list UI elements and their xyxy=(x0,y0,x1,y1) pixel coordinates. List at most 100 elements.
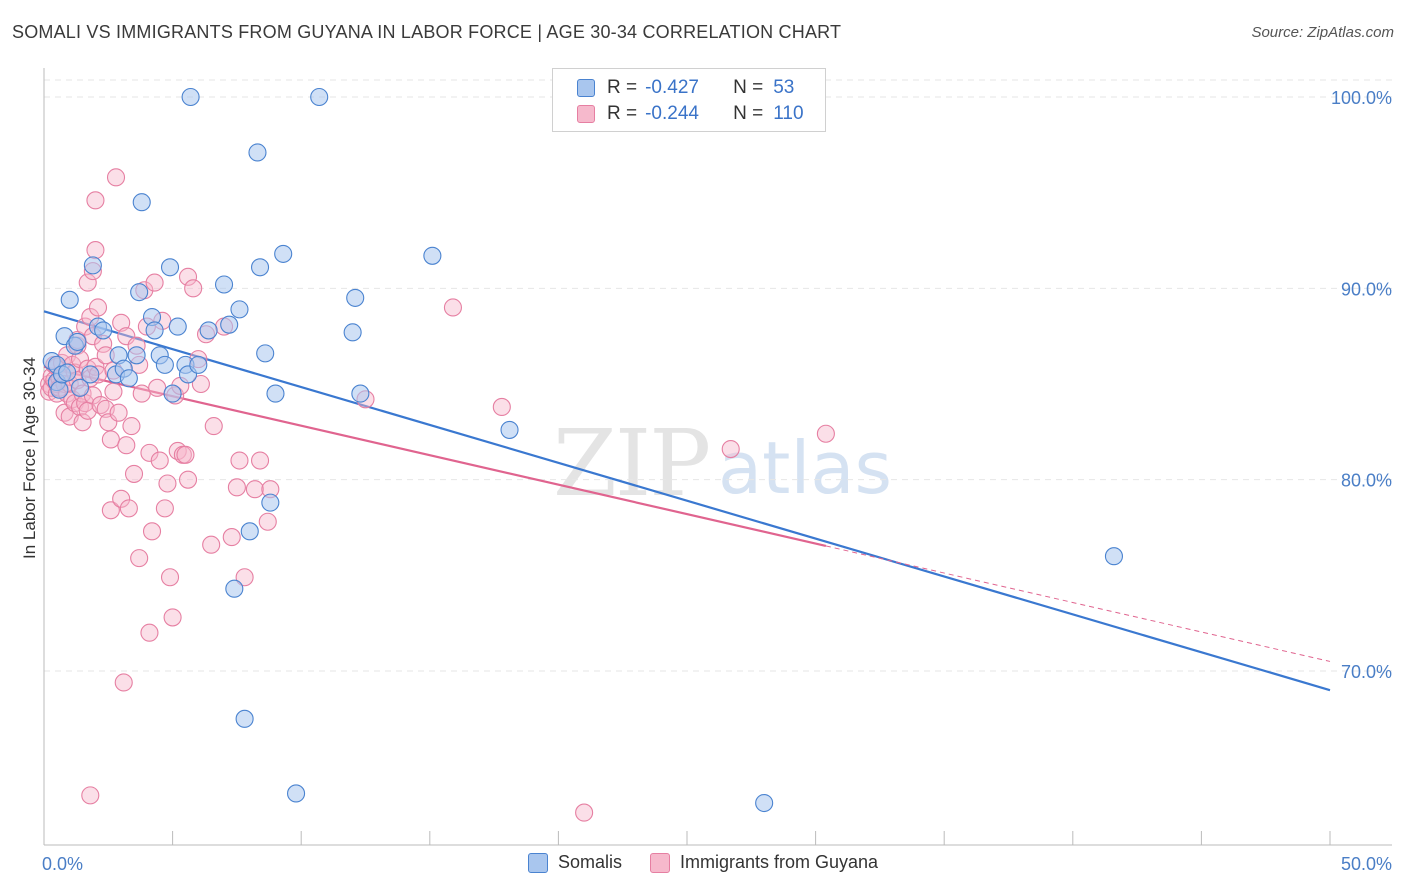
guyana-trend-extension xyxy=(825,545,1331,662)
guyana-point xyxy=(245,480,264,499)
guyana-point xyxy=(150,451,169,470)
somali-point xyxy=(81,365,100,384)
guyana-point xyxy=(222,528,241,547)
somali-point xyxy=(168,317,187,336)
guyana-point xyxy=(258,512,277,531)
somali-point xyxy=(248,143,267,162)
chart-title: SOMALI VS IMMIGRANTS FROM GUYANA IN LABO… xyxy=(12,22,842,42)
guyana-point xyxy=(101,501,120,520)
y-tick-label: 70.0% xyxy=(1341,662,1392,682)
somali-point xyxy=(220,315,239,334)
legend-row-guyana: R = -0.244 N = 110 xyxy=(577,101,804,127)
legend-r-label: R = xyxy=(607,103,638,124)
guyana-point xyxy=(130,549,149,568)
scatter-points xyxy=(40,87,1124,822)
somali-point xyxy=(58,363,77,382)
guyana-point xyxy=(816,424,835,443)
guyana-swatch xyxy=(649,852,670,873)
somali-point xyxy=(68,332,87,351)
guyana-point xyxy=(163,608,182,627)
guyana-point xyxy=(86,191,105,210)
somali-point xyxy=(189,355,208,374)
trend-lines xyxy=(43,310,1331,692)
guyana-point xyxy=(575,803,594,822)
guyana-swatch xyxy=(577,105,595,123)
axes xyxy=(43,68,1392,846)
guyana-point xyxy=(112,313,131,332)
x-tick-label-max: 50.0% xyxy=(1341,854,1392,874)
y-tick-label: 100.0% xyxy=(1331,88,1392,108)
somali-point xyxy=(250,258,270,277)
y-axis-label: In Labor Force | Age 30-34 xyxy=(20,357,39,559)
somali-point xyxy=(94,321,113,340)
axis-labels: 70.0% 80.0% 90.0% 100.0% 0.0% 50.0% In Labor F… xyxy=(20,88,1392,874)
legend-r-value: -0.244 xyxy=(645,103,699,124)
guyana-point xyxy=(191,374,210,394)
somali-point xyxy=(310,87,329,107)
somali-point xyxy=(214,275,234,294)
legend-n-value: 110 xyxy=(773,103,804,124)
guyana-point xyxy=(88,298,108,317)
somali-point xyxy=(181,87,200,107)
somali-point xyxy=(755,793,774,813)
guyana-point xyxy=(142,522,162,541)
guyana-point xyxy=(204,417,223,436)
somali-point xyxy=(60,290,79,309)
somali-point xyxy=(145,321,164,340)
guyana-point xyxy=(124,464,144,483)
guyana-point xyxy=(160,568,180,587)
legend-n-value: 53 xyxy=(773,77,795,98)
guyana-point xyxy=(101,430,120,449)
source-note: Source: ZipAtlas.com xyxy=(1251,24,1394,41)
legend-item-guyana: Immigrants from Guyana xyxy=(649,852,879,873)
guyana-point xyxy=(117,436,136,455)
somali-point xyxy=(119,369,138,388)
stats-legend: R = -0.427 N = 53 R = -0.244 N = 110 xyxy=(552,68,826,132)
legend-r-label: R = xyxy=(607,77,638,98)
somali-point xyxy=(199,321,218,340)
guyana-point xyxy=(443,298,462,317)
guyana-point xyxy=(178,470,198,489)
guyana-point xyxy=(227,478,246,497)
somali-point xyxy=(225,579,244,598)
somali-swatch xyxy=(527,852,548,873)
somali-point xyxy=(50,380,69,399)
somali-point xyxy=(230,300,249,319)
legend-row-somali: R = -0.427 N = 53 xyxy=(577,75,794,101)
guyana-point xyxy=(202,535,221,554)
guyana-point xyxy=(178,267,198,286)
guyana-point xyxy=(145,273,164,292)
legend-item-somalis: Somalis xyxy=(527,852,622,873)
somali-point xyxy=(240,522,259,541)
legend-label-guyana: Immigrants from Guyana xyxy=(679,852,879,872)
somali-point xyxy=(1104,547,1124,566)
legend-label-somalis: Somalis xyxy=(557,852,622,872)
x-tick-label-min: 0.0% xyxy=(42,854,83,874)
guyana-point xyxy=(140,623,159,642)
somali-point xyxy=(274,244,293,263)
somali-point xyxy=(127,346,146,365)
guyana-point xyxy=(155,499,174,518)
guyana-point xyxy=(250,451,270,470)
guyana-point xyxy=(73,413,92,432)
guyana-point xyxy=(230,451,249,470)
somali-point xyxy=(83,256,102,275)
somali-swatch xyxy=(577,79,595,97)
somali-point xyxy=(261,493,280,512)
guyana-point xyxy=(122,417,141,436)
guyana-point xyxy=(721,440,740,459)
somali-point xyxy=(351,384,370,403)
legend-n-label: N = xyxy=(733,77,764,98)
guyana-point xyxy=(176,445,195,464)
guyana-point xyxy=(184,279,203,298)
somali-point xyxy=(266,384,285,403)
somali-point xyxy=(423,246,442,265)
somali-point xyxy=(132,193,151,212)
guyana-point xyxy=(119,499,138,518)
guyana-point xyxy=(492,397,511,417)
guyana-point xyxy=(158,474,177,493)
legend-r-value: -0.427 xyxy=(645,77,699,98)
legend-n-label: N = xyxy=(733,103,764,124)
guyana-point xyxy=(140,443,159,462)
watermark-atlas: atlas xyxy=(718,426,892,510)
